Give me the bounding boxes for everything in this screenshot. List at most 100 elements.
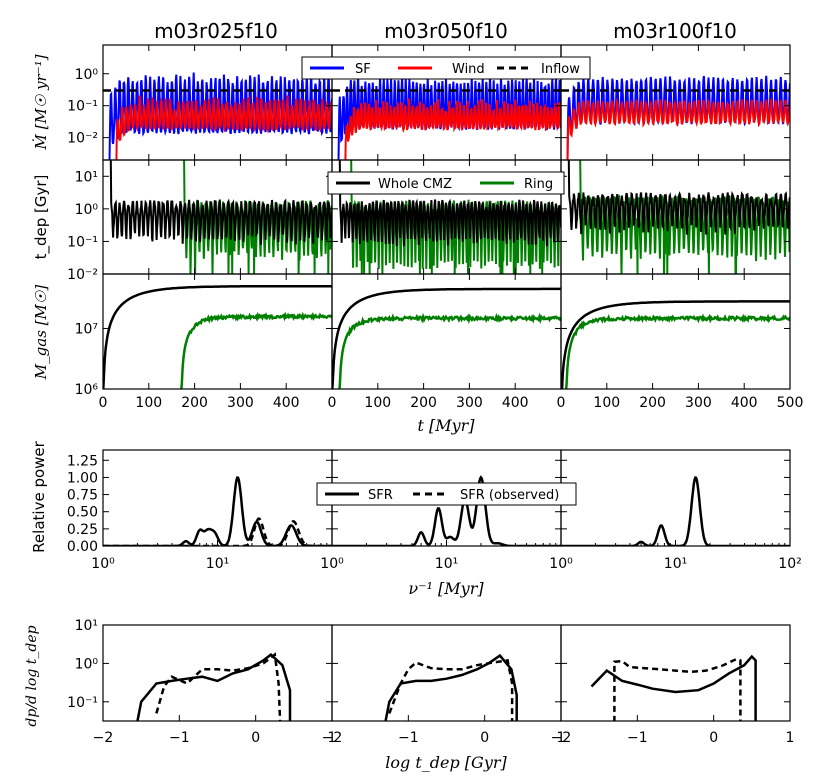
power-x-label: 10¹	[435, 556, 458, 572]
legend-sfr-label: SFR	[368, 488, 393, 503]
sfr-dist-line-2	[384, 653, 518, 721]
tdep-y-label: 10⁻¹	[67, 234, 98, 250]
power-x-label: 10⁰	[320, 556, 344, 572]
legend-power: SFR SFR (observed)	[316, 482, 577, 506]
gas-mass-panel-3	[561, 300, 790, 389]
time-xlabel: t [Myr]	[417, 416, 475, 435]
dist-x-label: 0	[251, 730, 260, 746]
power-x-label: 10⁰	[91, 556, 115, 572]
power-y-label: 1.25	[67, 453, 98, 469]
power-x-label: 10¹	[664, 556, 687, 572]
cmz-tdep-line-1	[109, 160, 332, 245]
depletion-panel-2	[338, 160, 561, 274]
dist-xlabel: log t_dep [Gyr]	[385, 753, 507, 772]
cmz-tdep-line-3	[567, 160, 790, 235]
mgas-y-label: 10⁷	[75, 321, 98, 337]
gas-mass-panel-2	[332, 287, 561, 389]
dist-x-label: 1	[557, 730, 566, 746]
depletion-panel-1	[109, 160, 332, 274]
power-y-label: 0.75	[67, 488, 98, 504]
dist-x-label: −1	[627, 730, 648, 746]
time-x-label: 200	[639, 395, 666, 411]
sfr-power-line-2	[332, 475, 561, 546]
tdep-y-label: 10¹	[75, 169, 98, 185]
dist-x-label: −2	[93, 730, 114, 746]
time-x-label: 100	[135, 395, 162, 411]
rate-y-label: 10⁻¹	[67, 99, 98, 115]
legend-rates: SF Wind Inflow	[301, 56, 591, 80]
legend-cmz-label: Whole CMZ	[378, 177, 452, 192]
time-x-label: 300	[456, 395, 483, 411]
gas_mass-frame-3	[560, 273, 791, 390]
data-layer	[103, 72, 790, 721]
time-x-label: 200	[181, 395, 208, 411]
tdep-dist-panel-1	[136, 652, 292, 721]
row5-ylabel: dp/d log t_dep	[24, 625, 40, 726]
time-x-label: 0	[328, 395, 337, 411]
dist-x-label: 0	[709, 730, 718, 746]
cmz-mass-line-1	[103, 284, 332, 389]
row4-ylabel: Relative power	[30, 440, 48, 552]
dist-x-label: −2	[322, 730, 343, 746]
ring-mass-line-1	[180, 311, 332, 389]
cmz-mass-line-3	[561, 300, 790, 389]
cmz-mass-line-2	[332, 287, 561, 389]
dist-x-label: −1	[398, 730, 419, 746]
gas-mass-panel-1	[103, 284, 332, 389]
sfr-power-line-1	[103, 476, 332, 546]
sfr-observed-power-line-1	[103, 517, 332, 546]
power_spectrum-frame-3	[560, 449, 791, 547]
tdep-dist-panel-2	[384, 653, 518, 721]
sfr-dist-line-1	[136, 652, 292, 721]
power-x-label: 10¹	[206, 556, 229, 572]
time-x-label: 300	[685, 395, 712, 411]
time-x-label: 0	[99, 395, 108, 411]
time-x-label: 0	[557, 395, 566, 411]
dist-x-label: 0	[480, 730, 489, 746]
time-x-label: 500	[777, 395, 804, 411]
sfr-dist-line-3	[590, 654, 757, 721]
time-x-label: 400	[502, 395, 529, 411]
sfr-observed-dist-line-3	[613, 657, 742, 721]
rates-panel-3	[561, 75, 790, 160]
row2-ylabel: t_dep [Gyr]	[32, 175, 51, 260]
wind-rate-line-2	[344, 98, 561, 160]
gas_mass-frame-2	[331, 273, 562, 390]
dist-x-label: 1	[328, 730, 337, 746]
dist-y-label: 10⁻¹	[67, 695, 98, 711]
cmz-tdep-line-2	[338, 160, 561, 247]
legend-ring-label: Ring	[524, 177, 553, 192]
frame-layer	[102, 44, 791, 722]
tdep-dist-panel-3	[590, 654, 757, 721]
tdep-y-label: 10⁰	[75, 202, 99, 218]
legend-sfr-observed-label: SFR (observed)	[460, 488, 559, 503]
tdep_distribution-frame-3	[560, 624, 791, 722]
time-x-label: 100	[364, 395, 391, 411]
power-y-label: 1.00	[67, 470, 98, 486]
time-x-label: 400	[731, 395, 758, 411]
wind-rate-line-1	[115, 95, 332, 160]
legend-wind-label: Wind	[452, 62, 485, 77]
depletion-panel-3	[567, 160, 790, 274]
row3-ylabel: M_gas [M☉]	[32, 285, 50, 381]
legend-depletion: Whole CMZ Ring	[327, 171, 565, 195]
column-title-2: m03r050f10	[384, 19, 508, 43]
dist-x-label: −1	[169, 730, 190, 746]
power-xlabel: ν⁻¹ [Myr]	[408, 579, 484, 598]
sfr-observed-dist-line-2	[388, 658, 514, 721]
column-title-3: m03r100f10	[613, 19, 737, 43]
tdep_distribution-frame-2	[331, 624, 562, 722]
gas_mass-frame-1	[102, 273, 333, 390]
legend-inflow-label: Inflow	[541, 62, 580, 77]
dist-x-label: −2	[551, 730, 572, 746]
time-x-label: 300	[227, 395, 254, 411]
power-panel-3	[561, 476, 790, 546]
tdep_distribution-frame-1	[102, 624, 333, 722]
rates-panel-2	[332, 76, 561, 160]
tdep-y-label: 10⁻²	[67, 267, 98, 283]
rate-y-label: 10⁻²	[67, 131, 98, 147]
dist-x-label: 1	[786, 730, 795, 746]
time-x-label: 100	[593, 395, 620, 411]
time-x-label: 400	[273, 395, 300, 411]
